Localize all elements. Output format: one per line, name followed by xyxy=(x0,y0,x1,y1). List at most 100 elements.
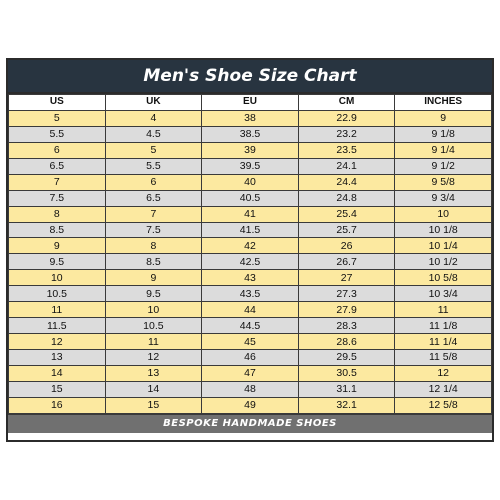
cell-uk: 14 xyxy=(104,380,203,398)
cell-inches: 11 5/8 xyxy=(394,349,492,366)
cell-eu: 40.5 xyxy=(201,189,299,207)
cell-cm: 24.1 xyxy=(297,157,396,175)
cell-eu: 47 xyxy=(201,364,299,382)
cell-us: 7.5 xyxy=(8,189,106,207)
cell-cm: 29.5 xyxy=(297,349,396,366)
table-row: 12 11 45 28.6 11 1/4 xyxy=(8,333,492,350)
cell-eu: 40 xyxy=(201,173,299,191)
cell-uk: 8 xyxy=(104,237,203,255)
cell-eu: 38 xyxy=(201,109,299,127)
cell-uk: 15 xyxy=(104,396,203,414)
cell-us: 12 xyxy=(8,333,106,350)
cell-cm: 24.8 xyxy=(297,189,396,207)
cell-us: 8.5 xyxy=(8,221,106,239)
cell-inches: 9 5/8 xyxy=(394,173,492,191)
header-row: US UK EU CM INCHES xyxy=(8,94,492,111)
cell-uk: 7.5 xyxy=(104,221,203,239)
cell-cm: 25.7 xyxy=(297,221,396,239)
cell-uk: 10.5 xyxy=(104,317,203,335)
cell-inches: 10 1/2 xyxy=(394,253,492,271)
cell-us: 9.5 xyxy=(8,253,106,271)
cell-cm: 25.4 xyxy=(297,205,396,223)
table-row: 6 5 39 23.5 9 1/4 xyxy=(8,141,492,159)
table-row: 7 6 40 24.4 9 5/8 xyxy=(8,173,492,191)
cell-cm: 28.3 xyxy=(297,317,396,335)
cell-us: 6 xyxy=(8,141,106,159)
cell-eu: 45 xyxy=(201,333,299,350)
table-row: 11 10 44 27.9 11 xyxy=(8,301,492,319)
table-row: 5.5 4.5 38.5 23.2 9 1/8 xyxy=(8,125,492,143)
cell-eu: 42 xyxy=(201,237,299,255)
cell-eu: 46 xyxy=(201,349,299,366)
cell-inches: 9 1/2 xyxy=(394,157,492,175)
cell-us: 14 xyxy=(8,364,106,382)
cell-uk: 6 xyxy=(104,173,203,191)
cell-inches: 10 3/4 xyxy=(394,285,492,303)
cell-uk: 9.5 xyxy=(104,285,203,303)
cell-cm: 24.4 xyxy=(297,173,396,191)
table-row: 15 14 48 31.1 12 1/4 xyxy=(8,380,492,398)
cell-uk: 9 xyxy=(104,269,203,287)
table-row: 7.5 6.5 40.5 24.8 9 3/4 xyxy=(8,189,492,207)
cell-inches: 9 1/4 xyxy=(394,141,492,159)
cell-inches: 12 1/4 xyxy=(394,380,492,398)
cell-inches: 12 xyxy=(394,364,492,382)
cell-us: 16 xyxy=(8,396,106,414)
chart-title: Men's Shoe Size Chart xyxy=(8,60,492,94)
cell-us: 11.5 xyxy=(8,317,106,335)
cell-inches: 10 5/8 xyxy=(394,269,492,287)
cell-cm: 27.9 xyxy=(297,301,396,319)
header-us: US xyxy=(8,94,106,111)
cell-inches: 12 5/8 xyxy=(394,396,492,414)
cell-us: 10 xyxy=(8,269,106,287)
cell-eu: 42.5 xyxy=(201,253,299,271)
cell-cm: 28.6 xyxy=(297,333,396,350)
cell-cm: 27 xyxy=(297,269,396,287)
cell-cm: 26.7 xyxy=(297,253,396,271)
cell-inches: 10 1/4 xyxy=(394,237,492,255)
cell-us: 5.5 xyxy=(8,125,106,143)
cell-eu: 44 xyxy=(201,301,299,319)
cell-inches: 9 1/8 xyxy=(394,125,492,143)
cell-uk: 8.5 xyxy=(104,253,203,271)
cell-cm: 32.1 xyxy=(297,396,396,414)
cell-us: 9 xyxy=(8,237,106,255)
header-eu: EU xyxy=(201,94,299,111)
cell-uk: 5 xyxy=(104,141,203,159)
table-row: 10 9 43 27 10 5/8 xyxy=(8,269,492,287)
table-row: 16 15 49 32.1 12 5/8 xyxy=(8,396,492,414)
cell-eu: 43.5 xyxy=(201,285,299,303)
cell-eu: 49 xyxy=(201,396,299,414)
table-row: 6.5 5.5 39.5 24.1 9 1/2 xyxy=(8,157,492,175)
cell-uk: 4.5 xyxy=(104,125,203,143)
cell-cm: 22.9 xyxy=(297,109,396,127)
table-row: 8 7 41 25.4 10 xyxy=(8,205,492,223)
cell-us: 11 xyxy=(8,301,106,319)
table-row: 14 13 47 30.5 12 xyxy=(8,364,492,382)
cell-inches: 11 xyxy=(394,301,492,319)
cell-inches: 10 1/8 xyxy=(394,221,492,239)
cell-uk: 7 xyxy=(104,205,203,223)
table-row: 9.5 8.5 42.5 26.7 10 1/2 xyxy=(8,253,492,271)
table-row: 11.5 10.5 44.5 28.3 11 1/8 xyxy=(8,317,492,335)
cell-cm: 31.1 xyxy=(297,380,396,398)
cell-uk: 10 xyxy=(104,301,203,319)
table-row: 8.5 7.5 41.5 25.7 10 1/8 xyxy=(8,221,492,239)
cell-us: 8 xyxy=(8,205,106,223)
table-row: 13 12 46 29.5 11 5/8 xyxy=(8,349,492,366)
cell-eu: 43 xyxy=(201,269,299,287)
cell-us: 15 xyxy=(8,380,106,398)
cell-cm: 26 xyxy=(297,237,396,255)
header-uk: UK xyxy=(104,94,203,111)
cell-uk: 6.5 xyxy=(104,189,203,207)
table-row: 9 8 42 26 10 1/4 xyxy=(8,237,492,255)
cell-us: 6.5 xyxy=(8,157,106,175)
cell-uk: 12 xyxy=(104,349,203,366)
cell-eu: 41.5 xyxy=(201,221,299,239)
table-row: 5 4 38 22.9 9 xyxy=(8,109,492,127)
cell-inches: 9 3/4 xyxy=(394,189,492,207)
cell-cm: 30.5 xyxy=(297,364,396,382)
footer-banner: BESPOKE HANDMADE SHOES xyxy=(8,413,492,433)
cell-uk: 5.5 xyxy=(104,157,203,175)
cell-us: 5 xyxy=(8,109,106,127)
